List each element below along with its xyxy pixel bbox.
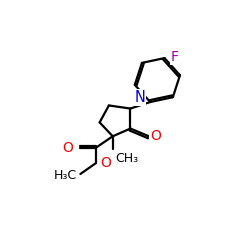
Text: N: N: [134, 90, 145, 105]
Text: O: O: [62, 141, 74, 155]
Text: F: F: [171, 50, 179, 64]
Text: H₃C: H₃C: [54, 169, 77, 182]
Text: CH₃: CH₃: [115, 152, 138, 165]
Text: O: O: [150, 129, 161, 143]
Text: O: O: [100, 156, 111, 170]
